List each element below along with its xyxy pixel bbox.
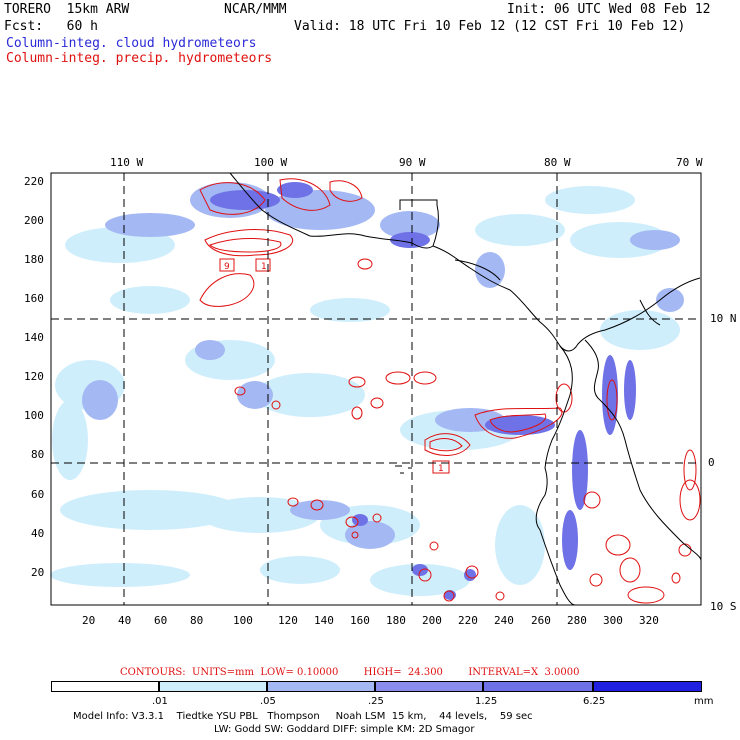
x-tick: 280 (567, 614, 587, 627)
x-tick: 120 (278, 614, 298, 627)
model-info: Model Info: V3.3.1 Tiedtke YSU PBL Thomp… (73, 711, 533, 722)
y-tick: 120 (24, 370, 44, 383)
x-tick: 80 (190, 614, 204, 627)
lon-label: 100 W (254, 156, 288, 169)
lon-label: 70 W (676, 156, 703, 169)
y-tick: 20 (31, 566, 45, 579)
x-tick: 300 (603, 614, 623, 627)
lat-label: 0 (708, 456, 715, 469)
cloud-shading-dark (210, 182, 636, 600)
contour-label: 1 (261, 262, 267, 272)
legend-unit: mm (694, 696, 714, 707)
x-tick: 220 (458, 614, 478, 627)
x-tick: 40 (118, 614, 132, 627)
legend-label: .05 (260, 696, 276, 707)
contour-labels (219, 258, 450, 474)
x-tick: 180 (386, 614, 406, 627)
legend-label: .01 (152, 696, 168, 707)
y-tick: 100 (24, 409, 44, 422)
legend-colorbar (51, 681, 702, 693)
precip-field-label: Column-integ. precip. hydrometeors (6, 51, 273, 66)
x-tick: 60 (154, 614, 168, 627)
y-tick: 220 (24, 175, 44, 188)
x-tick: 100 (233, 614, 253, 627)
model-info-physics: LW: Godd SW: Goddard DIFF: simple KM: 2D… (214, 724, 475, 735)
x-tick: 140 (314, 614, 334, 627)
contour-label: 9 (224, 262, 230, 272)
lon-label: 80 W (544, 156, 571, 169)
forecast-hour: Fcst: 60 h (4, 19, 98, 34)
contour-label-box (432, 460, 450, 474)
graticule (51, 173, 701, 605)
lat-label: 10 S (710, 600, 737, 613)
y-tick: 40 (31, 527, 45, 540)
legend-swatch (51, 681, 159, 692)
org-label: NCAR/MMM (224, 2, 287, 17)
x-tick: 320 (639, 614, 659, 627)
init-time: Init: 06 UTC Wed 08 Feb 12 (507, 2, 711, 17)
valid-time: Valid: 18 UTC Fri 10 Feb 12 (12 CST Fri … (294, 19, 686, 34)
y-tick: 60 (31, 488, 45, 501)
x-tick: 240 (494, 614, 514, 627)
legend-swatch (483, 681, 593, 692)
cloud-shading-mid (82, 182, 684, 549)
x-tick: 260 (531, 614, 551, 627)
legend-label: 6.25 (583, 696, 606, 707)
contour-label: 1 (438, 464, 444, 474)
legend-swatch (159, 681, 267, 692)
y-tick: 180 (24, 253, 44, 266)
legend-label: .25 (368, 696, 384, 707)
x-tick: 160 (350, 614, 370, 627)
y-tick: 200 (24, 214, 44, 227)
contours-info: CONTOURS: UNITS=mm LOW= 0.10000 HIGH= 24… (120, 667, 580, 678)
legend-swatch (375, 681, 483, 692)
x-tick: 20 (82, 614, 96, 627)
legend-label: 1.25 (475, 696, 498, 707)
y-tick: 80 (31, 448, 45, 461)
legend-swatch (593, 681, 702, 692)
contour-label-box (255, 258, 271, 272)
lon-label: 110 W (110, 156, 144, 169)
lat-label: 10 N (710, 312, 737, 325)
map-border (50, 172, 702, 606)
legend-swatch (267, 681, 375, 692)
precip-contours (199, 178, 701, 604)
coastlines (229, 172, 702, 606)
contour-label-box (219, 258, 235, 272)
y-tick: 160 (24, 292, 44, 305)
model-title: TORERO 15km ARW (4, 2, 130, 17)
y-tick: 140 (24, 331, 44, 344)
cloud-field-label: Column-integ. cloud hydrometeors (6, 36, 257, 51)
lon-label: 90 W (399, 156, 426, 169)
x-tick: 200 (422, 614, 442, 627)
